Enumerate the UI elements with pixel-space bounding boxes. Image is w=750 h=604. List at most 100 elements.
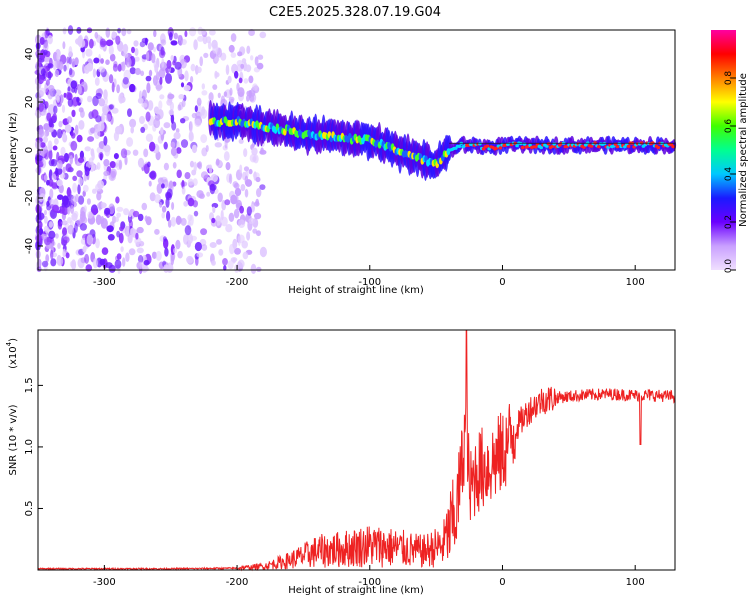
noise-blob bbox=[230, 33, 237, 42]
noise-blob bbox=[69, 260, 75, 268]
noise-blob bbox=[113, 153, 119, 160]
noise-blob bbox=[184, 70, 189, 82]
noise-blob bbox=[256, 266, 262, 272]
noise-blob bbox=[211, 202, 219, 209]
noise-blob bbox=[248, 75, 254, 84]
noise-blob bbox=[98, 98, 105, 107]
noise-blob bbox=[159, 76, 163, 85]
noise-blob bbox=[70, 80, 78, 89]
noise-blob bbox=[260, 147, 264, 154]
colorbar-tick-label: 0.0 bbox=[724, 259, 734, 274]
noise-blob bbox=[251, 147, 258, 156]
noise-blob bbox=[170, 113, 175, 124]
noise-blob bbox=[256, 188, 262, 198]
noise-blob bbox=[170, 40, 178, 46]
noise-blob bbox=[178, 94, 185, 100]
noise-blob bbox=[154, 194, 161, 204]
noise-blob bbox=[190, 76, 194, 83]
noise-blob bbox=[89, 38, 94, 49]
noise-blob bbox=[160, 127, 164, 135]
noise-blob bbox=[143, 148, 149, 158]
noise-blob bbox=[201, 106, 206, 116]
noise-blob bbox=[93, 57, 100, 64]
snr-scale-label: (x104) bbox=[5, 338, 19, 369]
noise-blob bbox=[180, 82, 185, 88]
noise-blob bbox=[77, 84, 82, 95]
noise-blob bbox=[62, 27, 67, 35]
noise-blob bbox=[200, 171, 209, 179]
noise-blob bbox=[189, 160, 195, 168]
noise-blob bbox=[108, 45, 114, 56]
track-core bbox=[671, 145, 675, 149]
noise-blob bbox=[56, 128, 63, 139]
track-core bbox=[552, 142, 556, 146]
noise-blob bbox=[146, 82, 151, 94]
noise-blob bbox=[173, 131, 181, 140]
noise-blob bbox=[132, 210, 140, 218]
x-tick-label: -200 bbox=[226, 277, 249, 288]
colorbar-gradient bbox=[711, 30, 736, 270]
figure-title: C2E5.2025.328.07.19.G04 bbox=[269, 5, 441, 20]
noise-blob bbox=[148, 171, 156, 179]
x-tick-label: -300 bbox=[93, 277, 116, 288]
noise-blob bbox=[238, 219, 246, 229]
noise-blob bbox=[57, 167, 63, 175]
noise-blob bbox=[62, 236, 70, 244]
noise-blob bbox=[140, 70, 145, 77]
noise-blob bbox=[229, 87, 233, 96]
noise-blob bbox=[203, 52, 209, 59]
noise-blob bbox=[196, 97, 202, 107]
noise-blob bbox=[74, 124, 79, 135]
noise-blob bbox=[48, 149, 53, 160]
colorbar-tick-label: 0.6 bbox=[724, 119, 734, 134]
snr-line bbox=[37, 329, 676, 572]
noise-blob bbox=[189, 121, 193, 132]
y-tick-label: 40 bbox=[24, 48, 35, 61]
noise-blob bbox=[139, 115, 145, 125]
noise-blob bbox=[97, 121, 105, 132]
noise-blob bbox=[92, 68, 96, 78]
noise-blob bbox=[239, 164, 243, 174]
noise-blob bbox=[78, 177, 83, 186]
noise-blob bbox=[114, 259, 122, 269]
noise-blob bbox=[36, 266, 42, 273]
noise-blob bbox=[97, 180, 104, 190]
noise-blob bbox=[103, 144, 111, 153]
noise-blob bbox=[159, 201, 163, 208]
noise-blob bbox=[128, 248, 136, 256]
noise-blob bbox=[238, 138, 244, 144]
noise-blob bbox=[62, 166, 66, 174]
x-tick-label: 100 bbox=[626, 277, 645, 288]
noise-blob bbox=[116, 212, 121, 218]
noise-blob bbox=[41, 260, 49, 268]
y-tick-label: 0.5 bbox=[24, 501, 35, 517]
noise-blob bbox=[196, 66, 202, 74]
noise-blob bbox=[80, 237, 87, 245]
noise-blob bbox=[44, 29, 49, 39]
noise-blob bbox=[165, 73, 172, 84]
noise-blob bbox=[48, 178, 54, 187]
noise-blob bbox=[84, 64, 90, 74]
noise-blob bbox=[188, 130, 193, 141]
noise-blob bbox=[158, 49, 166, 59]
noise-blob bbox=[165, 197, 170, 208]
noise-blob bbox=[230, 98, 234, 104]
noise-blob bbox=[129, 227, 136, 238]
noise-blob bbox=[197, 35, 204, 42]
noise-blob bbox=[194, 118, 202, 127]
snr-background bbox=[38, 330, 675, 570]
noise-blob bbox=[190, 235, 198, 241]
noise-blob bbox=[176, 169, 182, 179]
noise-blob bbox=[194, 241, 202, 252]
noise-blob bbox=[210, 174, 218, 183]
noise-blob bbox=[144, 37, 148, 46]
noise-blob bbox=[165, 191, 172, 199]
signal-track bbox=[208, 100, 677, 181]
noise-blob bbox=[61, 104, 66, 113]
noise-blob bbox=[94, 128, 101, 140]
noise-blob bbox=[62, 41, 66, 50]
noise-blob bbox=[53, 105, 58, 114]
noise-blob bbox=[161, 58, 165, 68]
noise-blob bbox=[95, 214, 102, 226]
noise-blob bbox=[56, 95, 60, 104]
